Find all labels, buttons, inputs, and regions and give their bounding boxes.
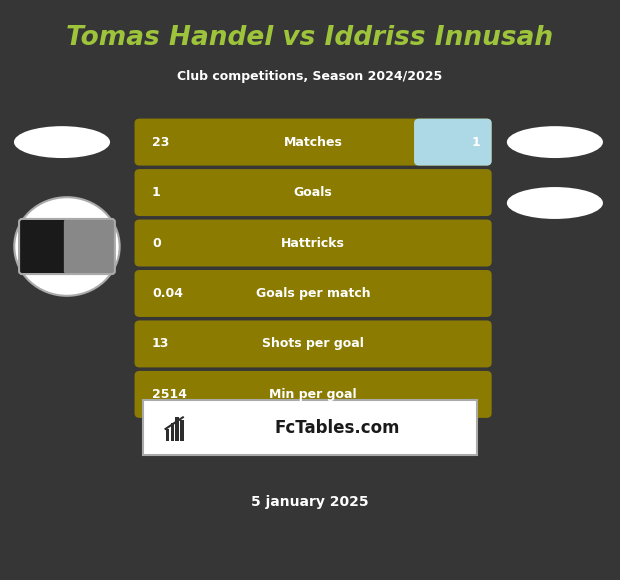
Text: 1: 1	[472, 136, 480, 148]
Text: Matches: Matches	[284, 136, 342, 148]
Text: Club competitions, Season 2024/2025: Club competitions, Season 2024/2025	[177, 70, 443, 83]
FancyBboxPatch shape	[135, 371, 492, 418]
FancyBboxPatch shape	[135, 270, 492, 317]
FancyBboxPatch shape	[175, 418, 179, 441]
FancyBboxPatch shape	[166, 429, 169, 441]
Text: 5 january 2025: 5 january 2025	[251, 495, 369, 509]
Text: Tomas Handel vs Iddriss Innusah: Tomas Handel vs Iddriss Innusah	[66, 25, 554, 50]
Ellipse shape	[507, 187, 603, 219]
FancyBboxPatch shape	[135, 220, 492, 267]
Text: 0.04: 0.04	[152, 287, 183, 300]
Ellipse shape	[14, 126, 110, 158]
FancyBboxPatch shape	[135, 119, 492, 166]
FancyBboxPatch shape	[414, 119, 492, 166]
Text: Shots per goal: Shots per goal	[262, 338, 364, 350]
Text: 23: 23	[152, 136, 169, 148]
Text: Goals per match: Goals per match	[256, 287, 370, 300]
Text: Hattricks: Hattricks	[281, 237, 345, 249]
FancyBboxPatch shape	[135, 320, 492, 368]
FancyBboxPatch shape	[180, 420, 184, 441]
Text: 1: 1	[152, 186, 161, 199]
Text: Min per goal: Min per goal	[269, 388, 357, 401]
Ellipse shape	[507, 126, 603, 158]
FancyBboxPatch shape	[64, 219, 115, 274]
FancyBboxPatch shape	[19, 219, 70, 274]
FancyBboxPatch shape	[170, 423, 174, 441]
Text: 13: 13	[152, 338, 169, 350]
FancyBboxPatch shape	[135, 169, 492, 216]
Text: 0: 0	[152, 237, 161, 249]
Text: 2514: 2514	[152, 388, 187, 401]
Text: Goals: Goals	[294, 186, 332, 199]
Circle shape	[14, 197, 120, 296]
FancyBboxPatch shape	[143, 400, 477, 455]
Text: FcTables.com: FcTables.com	[274, 419, 399, 437]
